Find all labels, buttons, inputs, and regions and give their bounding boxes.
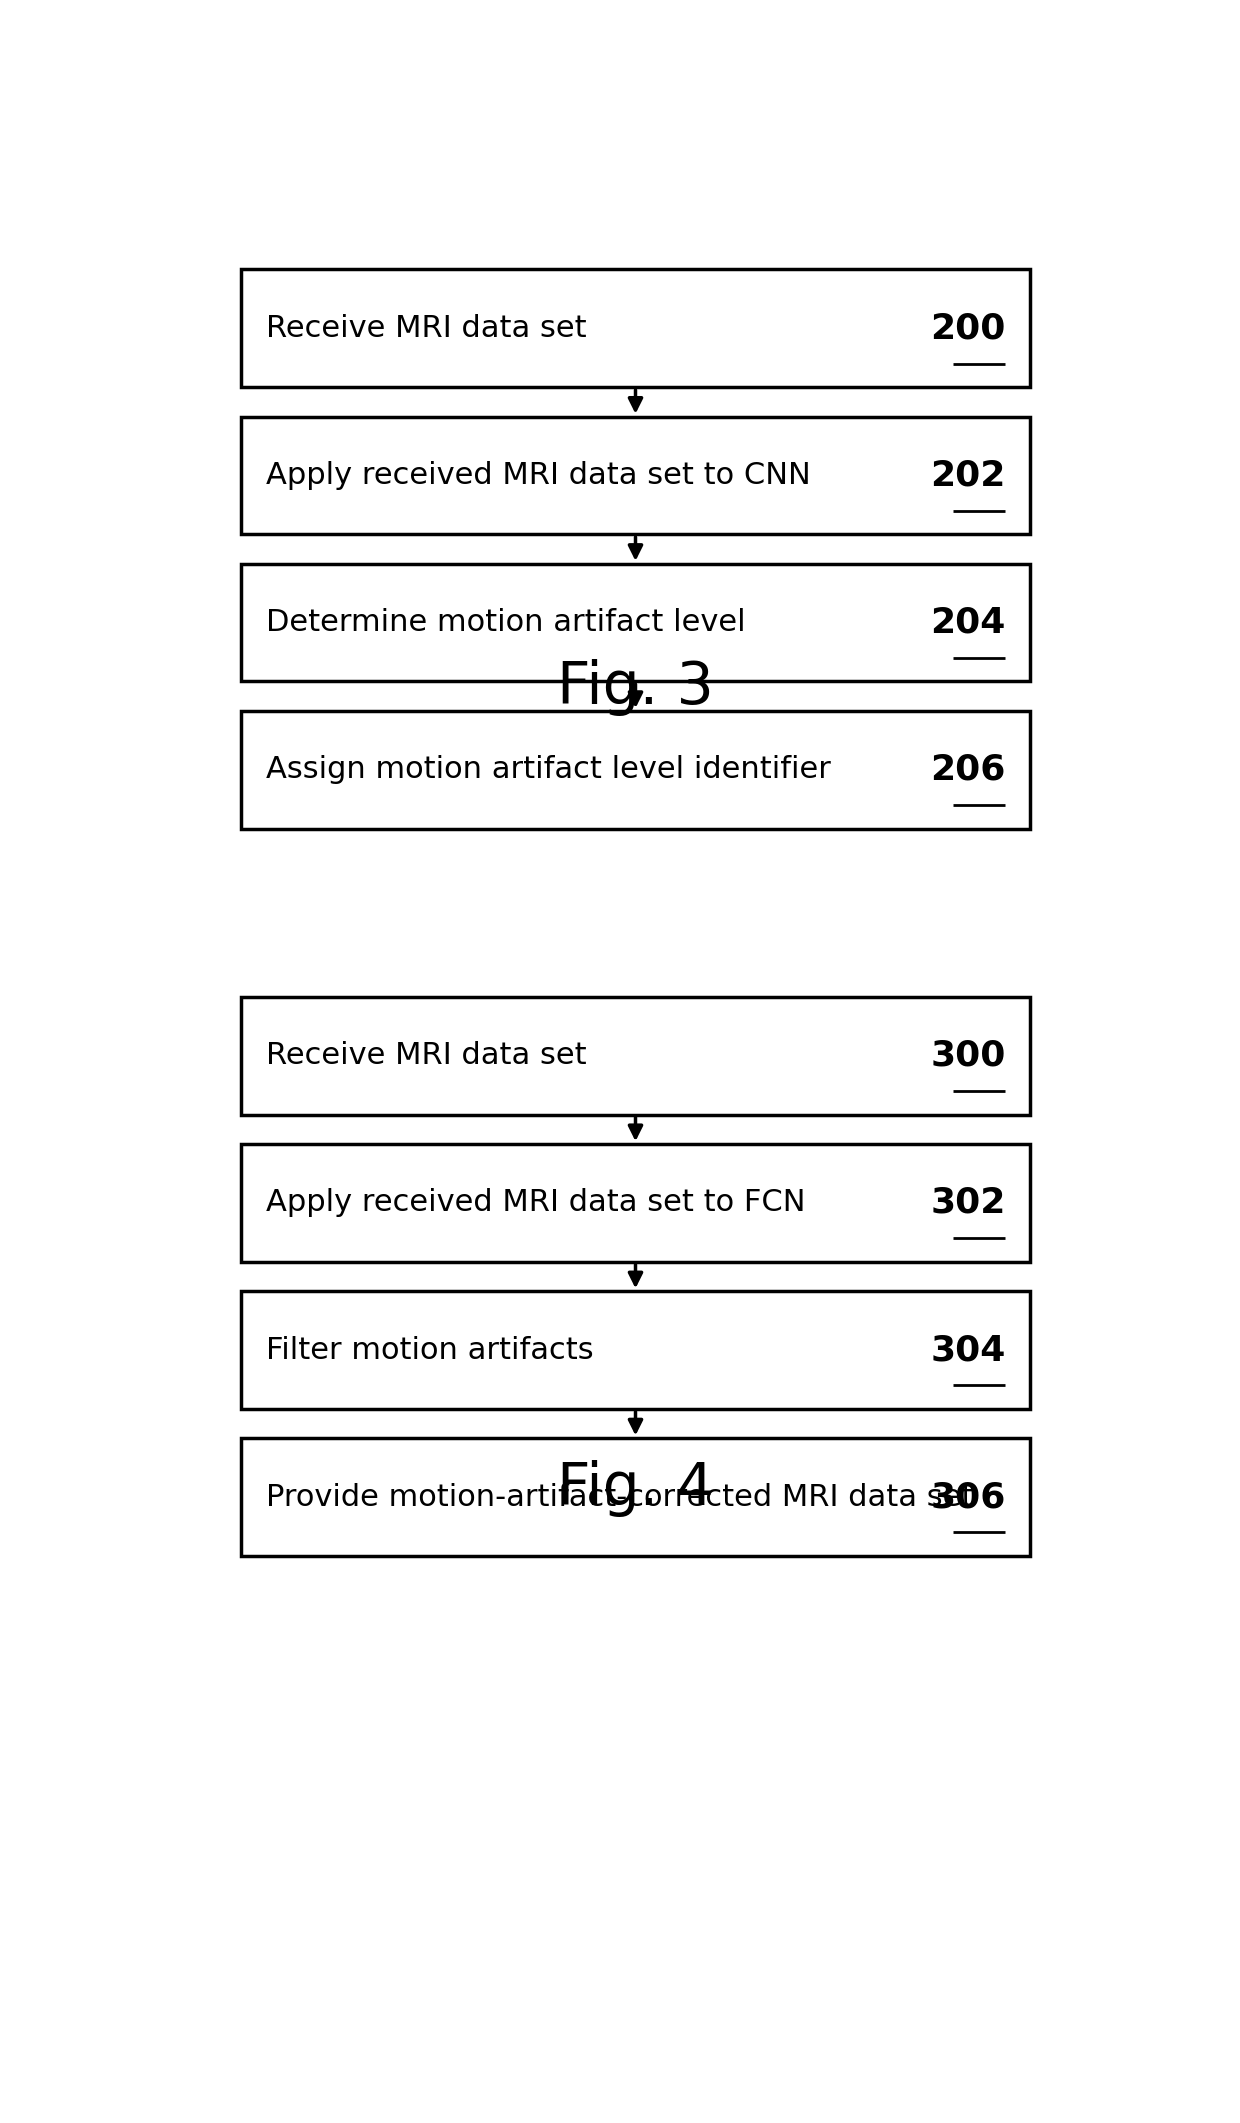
Text: 302: 302 <box>930 1187 1006 1221</box>
Text: 206: 206 <box>930 754 1006 788</box>
FancyBboxPatch shape <box>242 998 1029 1115</box>
FancyBboxPatch shape <box>242 270 1029 386</box>
Text: 300: 300 <box>930 1038 1006 1072</box>
FancyBboxPatch shape <box>242 565 1029 681</box>
FancyBboxPatch shape <box>242 711 1029 828</box>
FancyBboxPatch shape <box>242 1144 1029 1261</box>
Text: Assign motion artifact level identifier: Assign motion artifact level identifier <box>265 756 831 783</box>
Text: Filter motion artifacts: Filter motion artifacts <box>265 1335 593 1365</box>
Text: Fig. 4: Fig. 4 <box>557 1461 714 1518</box>
FancyBboxPatch shape <box>242 416 1029 535</box>
Text: Apply received MRI data set to CNN: Apply received MRI data set to CNN <box>265 461 810 490</box>
Text: Receive MRI data set: Receive MRI data set <box>265 1040 587 1070</box>
Text: 202: 202 <box>930 459 1006 493</box>
Text: 204: 204 <box>930 605 1006 639</box>
Text: Provide motion-artifact-corrected MRI data set: Provide motion-artifact-corrected MRI da… <box>265 1482 973 1512</box>
Text: 304: 304 <box>930 1333 1006 1367</box>
Text: Apply received MRI data set to FCN: Apply received MRI data set to FCN <box>265 1189 805 1216</box>
FancyBboxPatch shape <box>242 1291 1029 1410</box>
Text: Determine motion artifact level: Determine motion artifact level <box>265 607 745 637</box>
Text: 200: 200 <box>930 312 1006 346</box>
Text: Receive MRI data set: Receive MRI data set <box>265 314 587 342</box>
FancyBboxPatch shape <box>242 1437 1029 1556</box>
Text: Fig. 3: Fig. 3 <box>557 660 714 715</box>
Text: 306: 306 <box>930 1480 1006 1514</box>
